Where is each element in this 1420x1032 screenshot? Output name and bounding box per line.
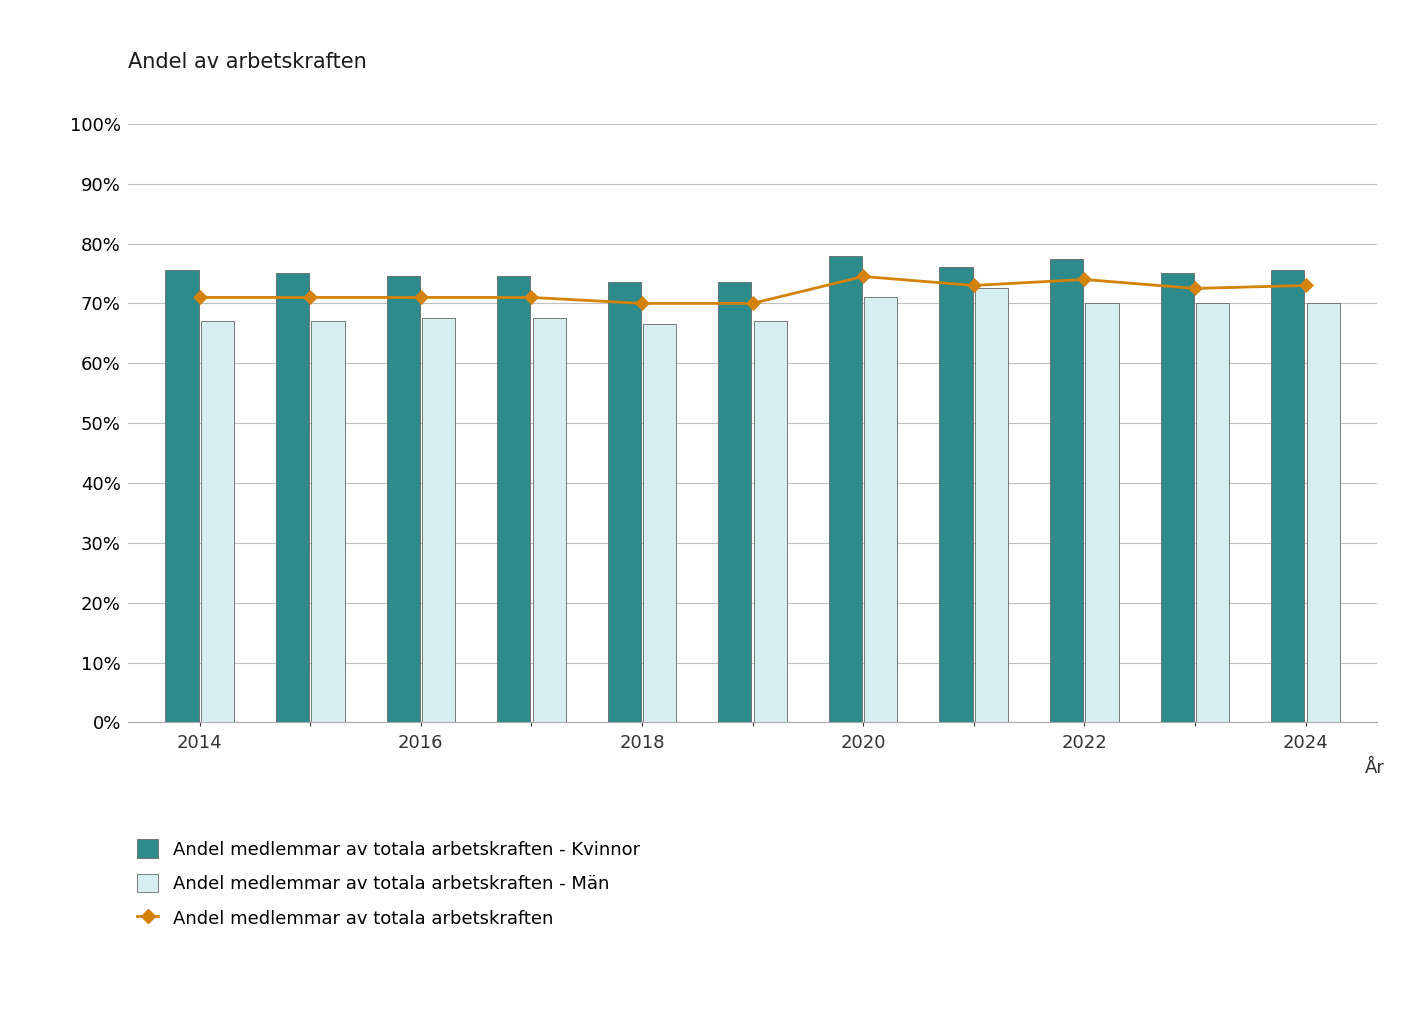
Bar — [165, 270, 199, 722]
Bar — [1306, 303, 1340, 722]
Text: År: År — [1365, 759, 1384, 776]
Bar — [532, 319, 565, 722]
Andel medlemmar av totala arbetskraften — [744, 297, 761, 310]
Text: Andel av arbetskraften: Andel av arbetskraften — [128, 53, 366, 72]
Bar — [1271, 270, 1305, 722]
Andel medlemmar av totala arbetskraften — [412, 291, 429, 303]
Andel medlemmar av totala arbetskraften — [1296, 280, 1314, 292]
Bar — [311, 321, 345, 722]
Bar — [976, 288, 1008, 722]
Andel medlemmar av totala arbetskraften — [855, 270, 872, 283]
Bar — [865, 297, 897, 722]
Andel medlemmar av totala arbetskraften — [192, 291, 209, 303]
Bar — [1196, 303, 1230, 722]
Legend: Andel medlemmar av totala arbetskraften - Kvinnor, Andel medlemmar av totala arb: Andel medlemmar av totala arbetskraften … — [136, 839, 640, 928]
Bar — [422, 319, 456, 722]
Bar — [200, 321, 234, 722]
Bar — [754, 321, 787, 722]
Andel medlemmar av totala arbetskraften — [1187, 282, 1204, 295]
Bar — [275, 273, 310, 722]
Andel medlemmar av totala arbetskraften — [523, 291, 540, 303]
Line: Andel medlemmar av totala arbetskraften: Andel medlemmar av totala arbetskraften — [195, 271, 1311, 309]
Bar — [829, 256, 862, 722]
Bar — [608, 283, 640, 722]
Bar — [940, 267, 973, 722]
Bar — [1085, 303, 1119, 722]
Andel medlemmar av totala arbetskraften — [966, 280, 983, 292]
Andel medlemmar av totala arbetskraften — [633, 297, 650, 310]
Andel medlemmar av totala arbetskraften — [301, 291, 318, 303]
Bar — [1160, 273, 1194, 722]
Bar — [386, 277, 420, 722]
Bar — [1049, 259, 1083, 722]
Bar — [497, 277, 530, 722]
Andel medlemmar av totala arbetskraften — [1076, 273, 1093, 286]
Bar — [643, 324, 676, 722]
Bar — [719, 283, 751, 722]
